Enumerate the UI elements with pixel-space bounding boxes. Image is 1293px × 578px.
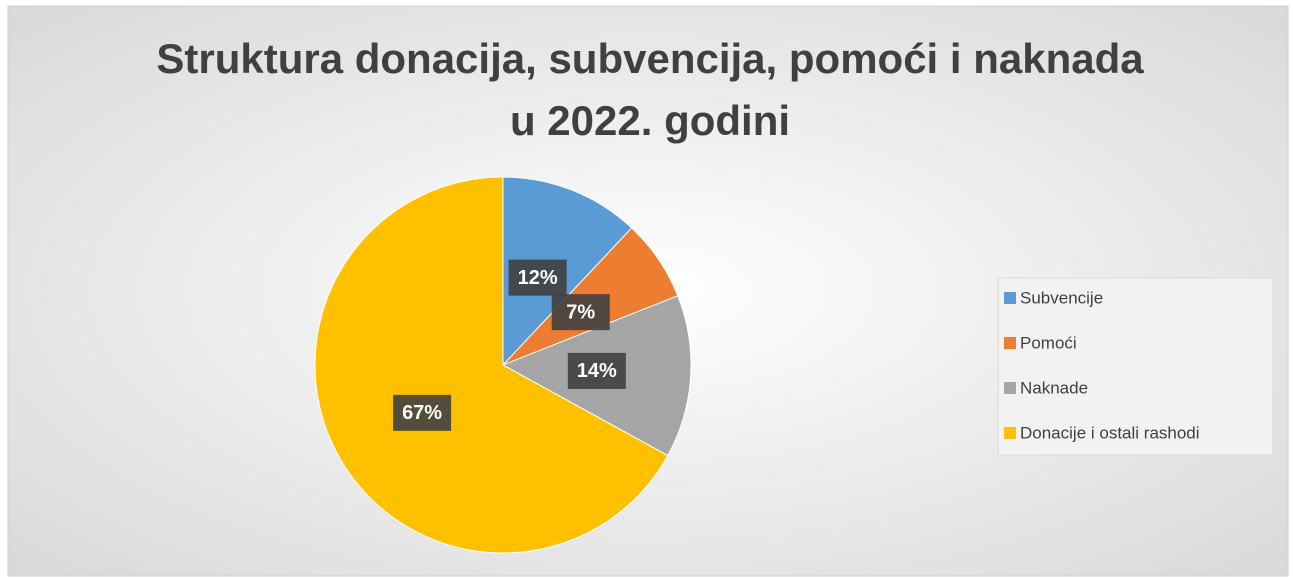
legend <box>997 277 1274 456</box>
legend-swatch <box>1004 427 1016 439</box>
data-label-box <box>567 352 626 389</box>
data-label-box <box>551 294 610 331</box>
pie-slice <box>502 176 633 367</box>
legend-swatch <box>1004 292 1016 304</box>
data-label-box <box>393 394 452 431</box>
chart-title: u 2022. godini <box>510 97 790 144</box>
legend-label: Pomoći <box>1020 333 1077 352</box>
legend-swatch <box>1004 337 1016 349</box>
data-label: 14% <box>577 360 617 382</box>
legend-label: Donacije i ostali rashodi <box>1020 423 1200 442</box>
data-label-box <box>508 259 567 296</box>
data-label: 67% <box>402 402 442 424</box>
legend-label: Naknade <box>1020 378 1088 397</box>
data-label: 12% <box>518 267 558 289</box>
data-label: 7% <box>566 301 595 323</box>
legend-swatch <box>1004 382 1016 394</box>
legend-label: Subvencije <box>1020 288 1103 307</box>
pie-slice <box>314 176 669 554</box>
chart-title: Struktura donacija, subvencija, pomoći i… <box>156 35 1144 82</box>
